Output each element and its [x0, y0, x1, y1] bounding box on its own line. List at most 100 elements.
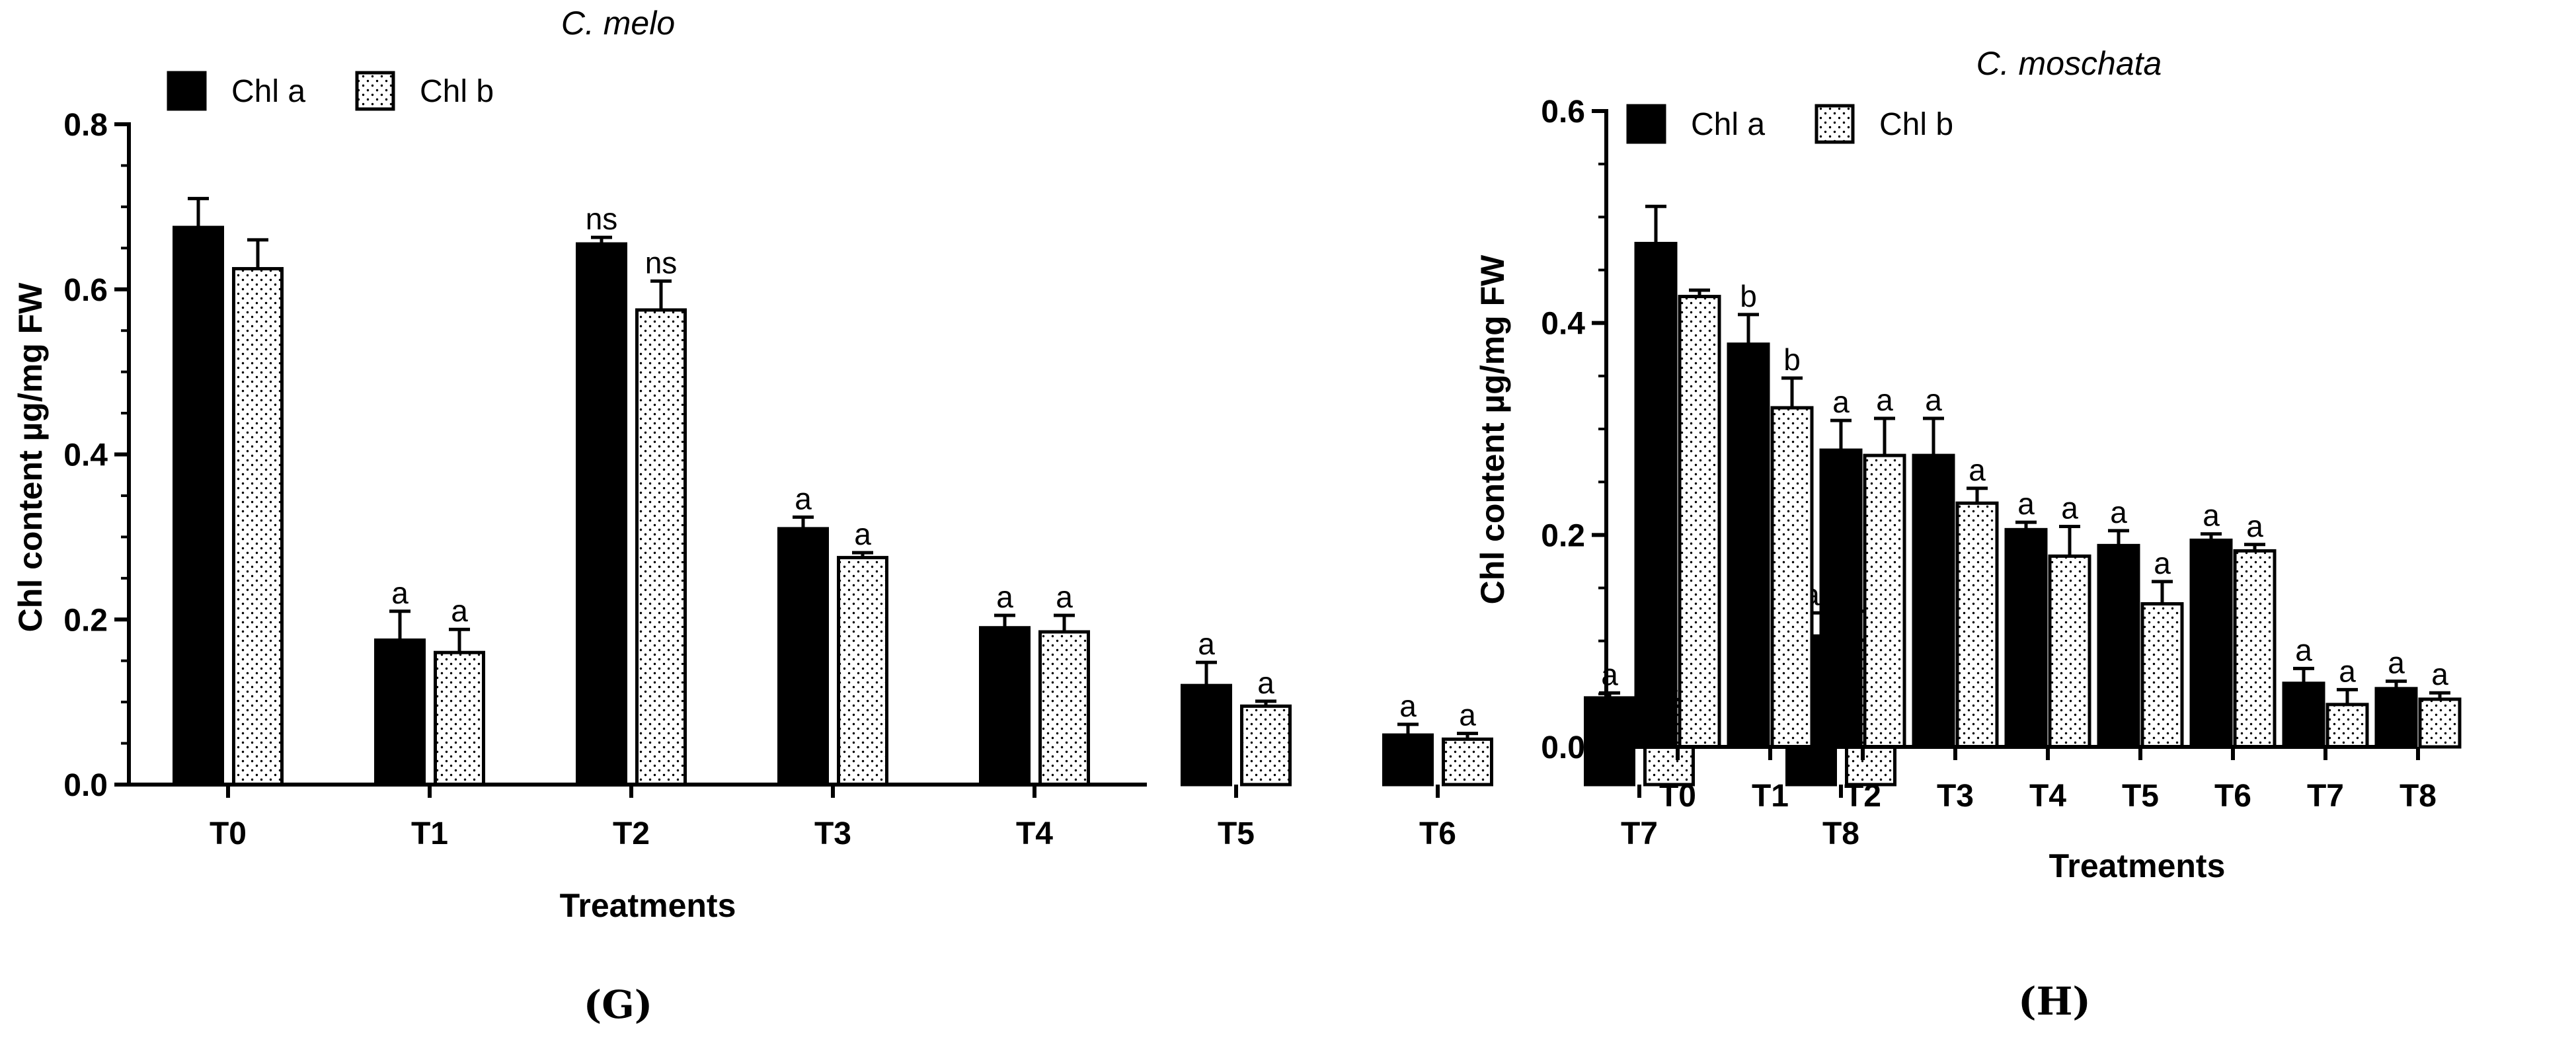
x-tick-label: T4: [2029, 779, 2066, 814]
bar: [2282, 681, 2325, 749]
chart-title: C. moschata: [1976, 45, 2162, 82]
significance-label: a: [451, 594, 468, 628]
bar: [2374, 687, 2418, 749]
x-tick-label: T6: [2214, 779, 2251, 814]
bar: [1382, 733, 1434, 787]
bar: [1584, 696, 1635, 787]
bar: [173, 225, 224, 787]
legend-swatch: [167, 71, 207, 111]
y-tick-label: 0.2: [1541, 518, 1585, 553]
bar: [2418, 697, 2462, 749]
significance-label: a: [2388, 646, 2405, 680]
plot-area: ansaaaaaaansaaaaaa0.00.20.40.60.8T0T1T2T…: [63, 71, 1896, 851]
significance-label: a: [1257, 666, 1274, 700]
significance-label: a: [1459, 698, 1476, 732]
x-tick-label: T5: [1218, 816, 1255, 851]
significance-label: a: [391, 576, 409, 610]
bar: [434, 650, 485, 787]
significance-label: a: [1601, 657, 1618, 691]
bar: [2233, 549, 2277, 749]
panel-label-h: (H): [2018, 979, 2091, 1024]
legend: Chl a Chl b: [1626, 104, 1953, 144]
bar: [777, 527, 829, 787]
x-tick-label: T7: [1621, 816, 1658, 851]
bar: [635, 308, 687, 787]
significance-label: a: [2203, 498, 2220, 533]
legend-label: Chl b: [1879, 107, 1953, 142]
bar: [1727, 342, 1770, 749]
bar: [2097, 543, 2140, 749]
significance-label: a: [1832, 385, 1850, 419]
bar: [1038, 630, 1090, 787]
x-tick-label: T8: [1822, 816, 1859, 851]
legend-swatch: [1626, 104, 1666, 144]
bar: [1442, 737, 1493, 787]
x-tick-label: T6: [1419, 816, 1456, 851]
y-tick-label: 0.2: [63, 603, 108, 638]
significance-label: a: [2431, 657, 2448, 691]
x-axis-title: Treatments: [560, 887, 736, 924]
legend-label: Chl a: [231, 74, 305, 109]
significance-label: a: [2246, 509, 2263, 543]
significance-label: a: [1876, 383, 1893, 417]
legend-swatch: [355, 71, 395, 111]
x-tick-label: T2: [613, 816, 650, 851]
chart-title: C. melo: [561, 5, 675, 42]
legend-label: Chl b: [420, 74, 494, 109]
significance-label: a: [2017, 486, 2035, 521]
bar: [979, 626, 1031, 787]
significance-label: a: [996, 580, 1013, 614]
y-tick-label: 0.0: [63, 768, 108, 803]
y-tick-label: 0.6: [63, 273, 108, 308]
bar: [1678, 295, 1721, 749]
x-tick-label: T1: [1752, 779, 1789, 814]
bar: [1181, 683, 1232, 787]
y-axis-title: Chl content µg/mg FW: [1474, 254, 1511, 605]
x-tick-label: T7: [2307, 779, 2344, 814]
bar: [576, 242, 627, 787]
legend-swatch: [1815, 104, 1855, 144]
chart-panel-g: C. melo ansaaaaaaansaaaaaa0.00.20.40.60.…: [12, 5, 1896, 1027]
significance-label: a: [2110, 495, 2127, 529]
x-tick-label: T2: [1844, 779, 1881, 814]
y-axis-title: Chl content µg/mg FW: [12, 282, 49, 633]
significance-label: a: [1925, 383, 1942, 417]
bar: [1240, 704, 1292, 787]
legend: Chl a Chl b: [167, 71, 494, 111]
significance-label: b: [1783, 342, 1801, 377]
bar: [232, 267, 284, 787]
bar: [2189, 538, 2233, 749]
legend-label: Chl a: [1691, 107, 1765, 142]
x-tick-label: T3: [814, 816, 851, 851]
x-tick-label: T5: [2122, 779, 2159, 814]
bar: [2325, 703, 2369, 749]
y-tick-label: 0.8: [63, 108, 108, 143]
significance-label: ns: [586, 202, 618, 236]
bar: [1863, 453, 1906, 749]
significance-label: a: [1056, 580, 1073, 614]
bar: [2048, 554, 2091, 749]
bar: [374, 638, 426, 787]
significance-label: a: [854, 517, 871, 551]
x-tick-label: T8: [2400, 779, 2437, 814]
significance-label: b: [1740, 279, 1757, 313]
bar: [1912, 453, 1955, 749]
x-tick-label: T4: [1016, 816, 1053, 851]
bar: [1634, 241, 1678, 749]
x-tick-label: T0: [210, 816, 247, 851]
bar: [1819, 448, 1863, 749]
bar: [1770, 406, 1814, 749]
x-tick-label: T0: [1659, 779, 1696, 814]
x-axis-title: Treatments: [2049, 847, 2226, 884]
bar: [837, 556, 888, 787]
y-tick-label: 0.4: [63, 438, 108, 473]
bar: [2140, 602, 2184, 749]
panel-label-g: (G): [584, 982, 652, 1027]
significance-label: a: [1198, 627, 1215, 661]
significance-label: a: [2339, 654, 2356, 688]
y-tick-label: 0.0: [1541, 730, 1585, 765]
significance-label: a: [2061, 491, 2078, 525]
x-tick-label: T1: [411, 816, 448, 851]
